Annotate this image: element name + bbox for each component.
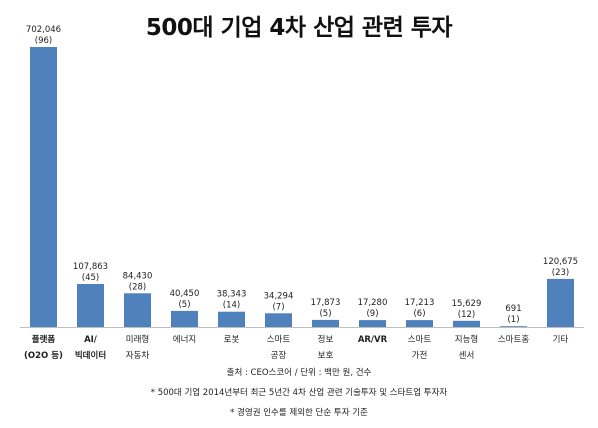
category-label: 정보: [318, 334, 334, 345]
category-label: 자동차: [126, 351, 150, 361]
value-label: 17,213: [405, 298, 435, 308]
bar: [500, 326, 527, 327]
category-label: 스마트: [408, 335, 432, 345]
category-label: AR/VR: [358, 335, 388, 345]
bar: [218, 311, 245, 327]
bar: [547, 278, 574, 327]
value-label: 17,873: [311, 298, 341, 308]
chart-title: 500대 기업 4차 산업 관련 투자: [145, 15, 453, 41]
category-label: 공장: [271, 350, 287, 361]
value-label: 40,450: [170, 289, 200, 299]
category-label: 빅데이터: [75, 350, 106, 361]
count-label: (9): [366, 309, 378, 319]
value-label: 17,280: [358, 298, 388, 308]
category-label: 플랫폼: [32, 334, 56, 345]
category-label: 보호: [318, 351, 334, 361]
count-label: (5): [319, 309, 331, 319]
category-label: AI/: [84, 335, 98, 345]
category-label: 기타: [553, 335, 569, 345]
count-label: (14): [223, 301, 240, 311]
value-label: 702,046: [26, 25, 61, 35]
value-label: 691: [505, 304, 521, 314]
count-label: (12): [458, 310, 475, 320]
value-label: 107,863: [73, 262, 108, 272]
category-label: 스마트: [267, 335, 291, 345]
bars-group: 702,046(96) 플랫폼 (O2O 등) 107,863(45) AI/빅데이터 8…: [24, 25, 578, 361]
bar: [359, 320, 386, 327]
category-label: 미래형: [126, 335, 149, 345]
bar: [124, 293, 151, 327]
category-label: 가전: [412, 350, 428, 361]
count-label: (5): [178, 300, 190, 310]
count-label: (1): [507, 315, 519, 325]
bar: [30, 47, 57, 327]
bar: [406, 320, 433, 327]
count-label: (96): [35, 36, 52, 46]
category-label: (O2O 등): [24, 351, 63, 361]
value-label: 34,294: [264, 291, 294, 301]
value-label: 84,430: [123, 271, 153, 281]
bar-chart: 702,046(96) 플랫폼 (O2O 등) 107,863(45) AI/빅데이터 8…: [20, 25, 584, 361]
value-label: 120,675: [543, 257, 578, 267]
category-label: 지능형: [455, 335, 478, 345]
count-label: (28): [129, 282, 146, 292]
bar: [77, 284, 104, 327]
bar: [171, 310, 198, 327]
source-note: 출처 : CEO스코어 / 단위 : 백만 원, 건수: [226, 368, 372, 378]
count-label: (7): [272, 302, 284, 312]
category-label: 로봇: [224, 335, 240, 345]
count-label: (45): [82, 273, 99, 283]
category-label: 스마트홈: [498, 334, 529, 345]
value-label: 38,343: [217, 290, 247, 300]
category-label: 에너지: [173, 334, 196, 345]
category-label: 센서: [459, 350, 475, 361]
count-label: (23): [552, 268, 569, 278]
value-label: 15,629: [452, 299, 482, 309]
footnote-scope: * 500대 기업 2014년부터 최근 5년간 4차 산업 관련 기술투자 및…: [150, 388, 448, 398]
bar: [312, 319, 339, 327]
footnote-basis: * 경영권 인수를 제외한 단순 투자 기준: [230, 408, 368, 418]
bar: [453, 320, 480, 327]
bar: [265, 313, 292, 327]
count-label: (6): [413, 309, 425, 319]
